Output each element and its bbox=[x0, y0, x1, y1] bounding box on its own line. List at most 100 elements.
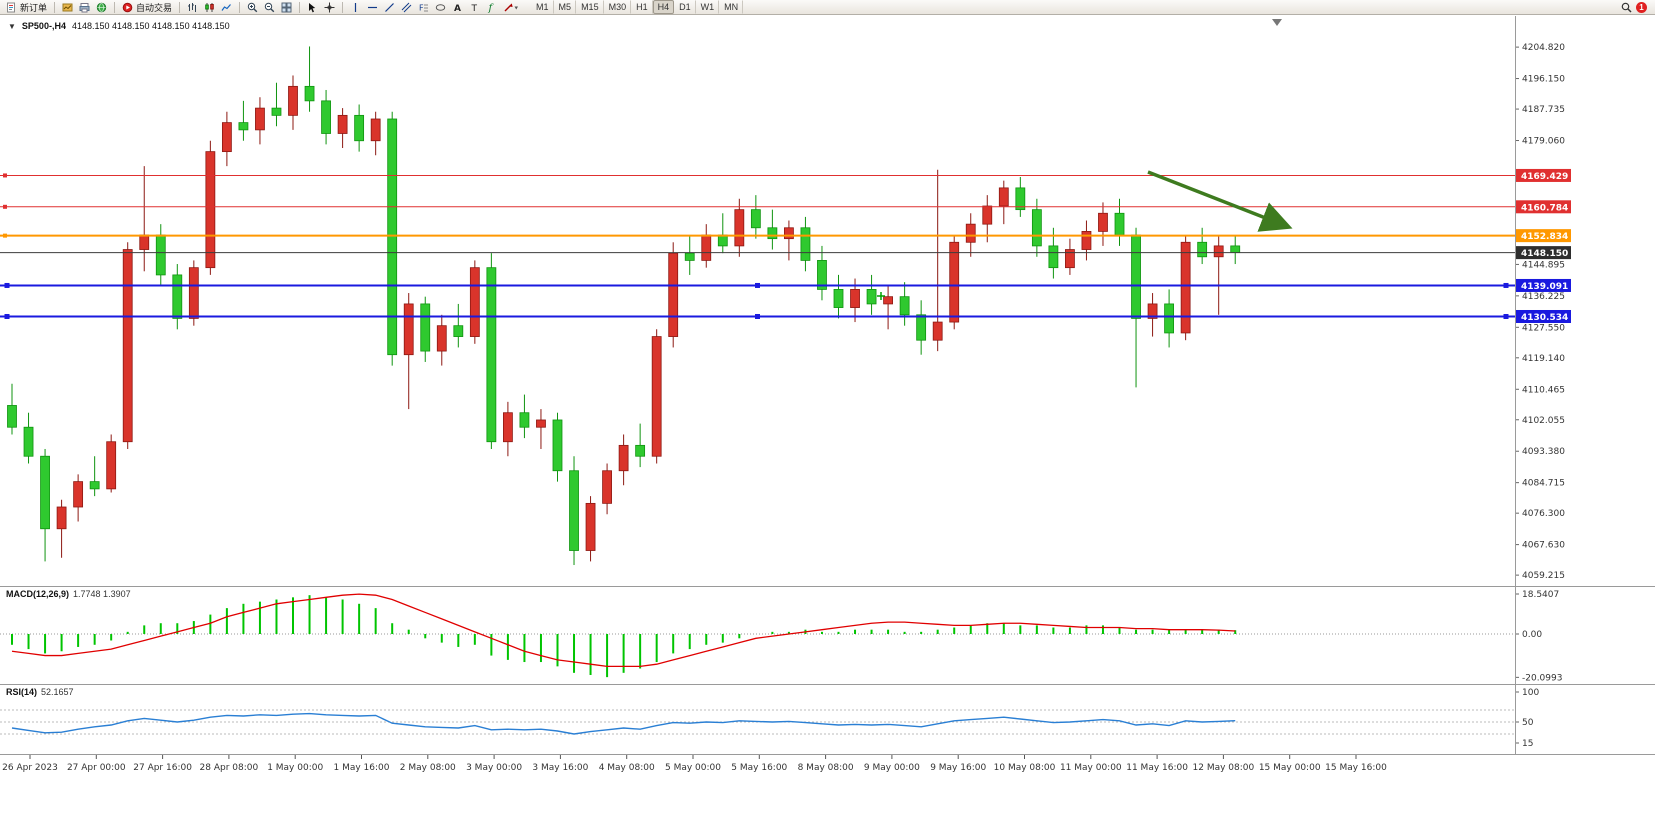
timeframe-button-d1[interactable]: D1 bbox=[674, 0, 696, 14]
time-axis-label: 12 May 08:00 bbox=[1193, 763, 1255, 773]
candle-bullish bbox=[1147, 303, 1158, 319]
bar-chart-button[interactable] bbox=[185, 1, 200, 14]
price-axis-label: 4102.055 bbox=[1522, 416, 1565, 426]
indicators-button[interactable]: f bbox=[484, 1, 499, 14]
crosshair-button[interactable] bbox=[322, 1, 337, 14]
panel-separator[interactable] bbox=[0, 586, 1655, 587]
line-handle[interactable] bbox=[1503, 313, 1509, 319]
timeframe-button-m1[interactable]: M1 bbox=[531, 0, 554, 14]
candle-bearish bbox=[817, 260, 827, 290]
candle-bullish bbox=[106, 441, 117, 490]
rsi-panel[interactable]: 100 50 15 bbox=[0, 686, 1655, 754]
trend-arrow[interactable] bbox=[1147, 170, 1293, 232]
fibonacci-button[interactable]: F bbox=[416, 1, 431, 14]
toolbar-separator bbox=[179, 1, 181, 13]
candle-bullish bbox=[618, 444, 629, 472]
print-icon bbox=[79, 2, 90, 12]
candle-bullish bbox=[932, 321, 943, 341]
time-axis[interactable]: 26 Apr 2023 27 Apr 00:00 27 Apr 16:00 28 Ap… bbox=[0, 755, 1655, 777]
new-order-button[interactable]: 新订单 bbox=[4, 1, 49, 14]
time-axis-label: 8 May 08:00 bbox=[798, 763, 854, 773]
line-handle[interactable] bbox=[4, 282, 10, 288]
trendline-button[interactable] bbox=[382, 1, 397, 14]
macd-axis-label: -20.0993 bbox=[1522, 673, 1562, 683]
candle-bullish bbox=[668, 252, 679, 337]
time-axis-label: 27 Apr 16:00 bbox=[133, 763, 192, 773]
channel-button[interactable] bbox=[399, 1, 414, 14]
current-price-label: 4148.150 bbox=[1521, 249, 1568, 259]
line-anchor[interactable] bbox=[3, 204, 7, 209]
price-axis-label: 4136.225 bbox=[1522, 292, 1565, 302]
toolbar-separator bbox=[299, 1, 301, 13]
time-axis-label: 9 May 00:00 bbox=[864, 763, 920, 773]
zoom-out-button[interactable] bbox=[262, 1, 277, 14]
candle-bullish bbox=[949, 241, 960, 323]
timeframe-button-h4[interactable]: H4 bbox=[652, 0, 675, 14]
zoom-in-button[interactable] bbox=[245, 1, 260, 14]
candle-bullish bbox=[982, 205, 993, 225]
notification-badge[interactable]: 1 bbox=[1636, 1, 1647, 13]
community-button[interactable] bbox=[94, 1, 109, 14]
timeframe-button-m15[interactable]: M15 bbox=[576, 0, 604, 14]
candle-bullish bbox=[998, 187, 1009, 207]
timeframe-button-mn[interactable]: MN bbox=[719, 0, 744, 14]
one-click-trading-toggle-icon[interactable]: ▼ bbox=[8, 21, 16, 31]
timeframe-button-m5[interactable]: M5 bbox=[554, 0, 577, 14]
candle-bearish bbox=[304, 85, 315, 102]
candle-bearish bbox=[172, 274, 183, 319]
price-badge bbox=[1516, 168, 1571, 182]
panel-separator[interactable] bbox=[0, 684, 1655, 685]
price-axis-label: 4127.550 bbox=[1522, 323, 1565, 333]
horizontal-line-button[interactable] bbox=[365, 1, 380, 14]
candle-bearish bbox=[1131, 234, 1141, 319]
candle-bearish bbox=[486, 267, 497, 443]
timeframe-button-w1[interactable]: W1 bbox=[696, 0, 720, 14]
line-anchor[interactable] bbox=[3, 233, 7, 238]
autotrading-button[interactable]: 自动交易 bbox=[120, 1, 174, 14]
line-handle[interactable] bbox=[4, 313, 10, 319]
svg-text:T: T bbox=[471, 4, 478, 13]
vertical-line-button[interactable] bbox=[348, 1, 363, 14]
line-handle[interactable] bbox=[755, 313, 760, 319]
line-anchor[interactable] bbox=[3, 173, 7, 178]
candle-bearish bbox=[750, 209, 761, 229]
time-axis-label: 1 May 16:00 bbox=[334, 763, 390, 773]
price-axis-label: 4084.715 bbox=[1522, 479, 1565, 489]
time-axis-label: 5 May 16:00 bbox=[731, 763, 787, 773]
candle-bearish bbox=[387, 118, 398, 356]
chart-shift-marker[interactable] bbox=[1272, 19, 1282, 26]
candle-bullish bbox=[1065, 249, 1075, 269]
main-chart-panel[interactable]: 4204.820 4196.150 4187.735 4179.060 4144.895… bbox=[0, 16, 1655, 586]
ellipse-tool-button[interactable] bbox=[433, 1, 448, 14]
price-axis-label: 4110.465 bbox=[1522, 385, 1565, 395]
arrows-tool-button[interactable] bbox=[501, 1, 521, 14]
macd-panel[interactable]: 18.5407 0.00 -20.0993 bbox=[0, 588, 1655, 684]
candle-bullish bbox=[602, 470, 612, 504]
rsi-line bbox=[11, 712, 1236, 735]
charts-button[interactable] bbox=[60, 1, 75, 14]
svg-text:f: f bbox=[488, 3, 495, 13]
candle-bearish bbox=[684, 252, 695, 261]
tile-windows-button[interactable] bbox=[279, 1, 294, 14]
price-badge-label: 4160.784 bbox=[1521, 203, 1568, 213]
timeframe-button-h1[interactable]: H1 bbox=[631, 0, 653, 14]
line-chart-button[interactable] bbox=[219, 1, 234, 14]
search-button[interactable] bbox=[1619, 1, 1634, 14]
text-tool-button[interactable]: A bbox=[450, 1, 465, 14]
candle-bearish bbox=[1114, 212, 1125, 236]
macd-signal-line bbox=[11, 593, 1236, 668]
print-button[interactable] bbox=[77, 1, 92, 14]
panel-separator bbox=[0, 754, 1655, 755]
candle-bearish bbox=[271, 107, 282, 116]
cursor-button[interactable] bbox=[305, 1, 320, 14]
candle-bullish bbox=[255, 107, 265, 131]
text-icon: A bbox=[454, 4, 461, 13]
timeframe-button-m30[interactable]: M30 bbox=[604, 0, 632, 14]
label-tool-button[interactable]: T bbox=[467, 1, 482, 14]
line-handle[interactable] bbox=[1503, 282, 1509, 288]
candlestick-button[interactable] bbox=[202, 1, 217, 14]
candle-bearish bbox=[1164, 303, 1174, 334]
price-badge-label: 4139.091 bbox=[1521, 282, 1568, 292]
line-handle[interactable] bbox=[755, 282, 760, 288]
rsi-axis-label: 15 bbox=[1522, 739, 1533, 749]
